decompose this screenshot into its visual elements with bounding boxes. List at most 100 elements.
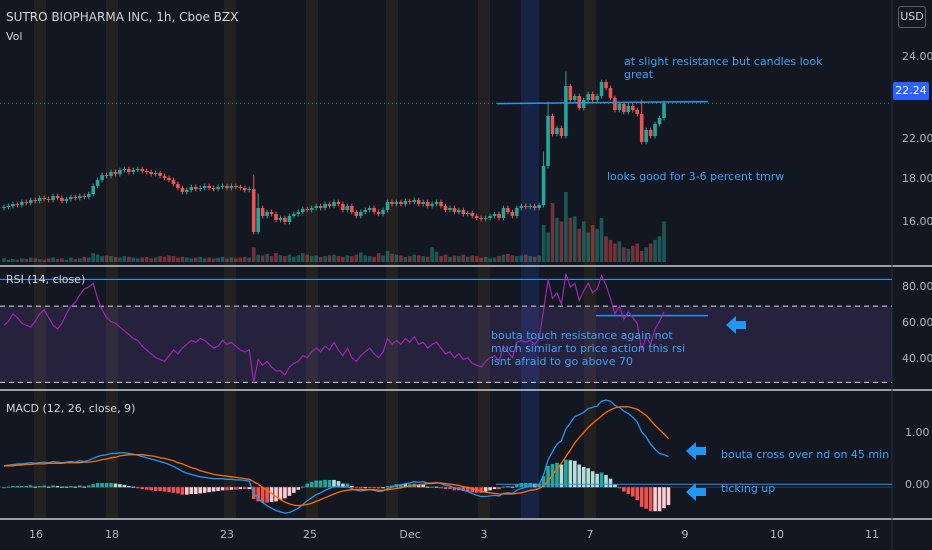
volume-bar <box>269 256 274 262</box>
volume-bar <box>488 258 492 262</box>
candle-body <box>354 212 359 216</box>
volume-bar <box>144 256 149 262</box>
macd-histogram-bar <box>247 487 252 490</box>
volume-bar <box>332 254 336 262</box>
candle-body <box>323 204 327 208</box>
candle-body <box>599 82 604 96</box>
rsi-tick: 40.00 <box>902 352 932 365</box>
session-stripe <box>386 0 398 518</box>
candle-body <box>220 186 225 187</box>
macd-histogram-bar <box>653 487 657 512</box>
macd-histogram-bar <box>20 486 24 488</box>
candle-body <box>193 187 198 189</box>
volume-bar <box>64 259 69 262</box>
macd-histogram-bar <box>662 487 666 509</box>
macd-histogram-bar <box>385 486 390 488</box>
candle-body <box>461 210 466 214</box>
macd-histogram-bar <box>510 486 515 488</box>
macd-histogram-bar <box>358 487 363 489</box>
candle-body <box>60 198 64 201</box>
session-stripe <box>478 0 490 518</box>
volume-bar <box>167 255 171 262</box>
volume-bar <box>626 248 631 262</box>
rsi-label: RSI (14, close) <box>6 273 86 286</box>
volume-bar <box>408 256 412 262</box>
macd-histogram-bar <box>430 486 434 488</box>
volume-bar <box>550 203 555 262</box>
volume-bar <box>425 256 430 262</box>
x-tick: 16 <box>29 528 43 541</box>
candle-body <box>577 96 582 108</box>
volume-bar <box>251 247 256 262</box>
volume-bar <box>622 247 626 262</box>
candle-body <box>318 206 323 208</box>
candle-body <box>358 212 363 216</box>
macd-histogram-bar <box>657 487 662 512</box>
volume-bar <box>265 253 269 262</box>
macd-histogram-bar <box>15 486 20 488</box>
macd-histogram-bar <box>367 487 372 489</box>
macd-histogram-bar <box>604 474 608 488</box>
macd-histogram-bar <box>158 487 162 491</box>
volume-bar <box>581 221 586 262</box>
candle-body <box>149 172 153 174</box>
candle-body <box>11 204 15 206</box>
candle-body <box>523 206 528 207</box>
volume-bar <box>501 254 506 262</box>
volume-bar <box>24 259 29 262</box>
volume-bar <box>100 256 104 262</box>
macd-histogram-bar <box>265 487 269 503</box>
candle-body <box>113 172 118 174</box>
macd-histogram-bar <box>595 473 599 488</box>
macd-histogram-bar <box>448 487 452 490</box>
macd-histogram-bar <box>78 485 82 488</box>
macd-histogram-bar <box>461 487 466 491</box>
candle-body <box>497 214 501 218</box>
macd-histogram-bar <box>127 486 131 488</box>
candle-body <box>550 116 555 134</box>
volume-bar <box>229 257 234 262</box>
candle-body <box>488 216 492 218</box>
last-price-tag: 22.24 <box>893 82 929 100</box>
volume-bar <box>510 255 515 262</box>
annotation-rsi: bouta touch resistance again not much si… <box>491 329 685 368</box>
volume-bar <box>528 256 533 262</box>
macd-histogram-bar <box>350 486 354 488</box>
x-tick: 11 <box>865 528 879 541</box>
volume-bar <box>457 256 461 262</box>
rsi-band <box>0 306 892 383</box>
annotation-text: great <box>624 68 654 81</box>
volume-bar <box>127 256 131 262</box>
volume-bar <box>662 221 666 262</box>
volume-bar <box>532 256 537 262</box>
candle-body <box>474 216 479 218</box>
macd-histogram-bar <box>144 487 149 490</box>
candle-body <box>309 208 314 210</box>
macd-histogram-bar <box>577 464 582 488</box>
volume-bar <box>55 259 60 262</box>
volume-bar <box>180 256 185 262</box>
annotation-resistance: at slight resistance but candles look gr… <box>624 55 823 81</box>
candle-body <box>28 200 33 203</box>
macd-histogram-bar <box>140 487 145 490</box>
macd-histogram-bar <box>523 482 528 488</box>
candle-body <box>305 209 310 210</box>
macd-histogram-bar <box>546 465 550 488</box>
volume-label: Vol <box>6 30 23 43</box>
candle-body <box>381 210 385 214</box>
volume-bar <box>185 257 189 262</box>
candle-body <box>501 208 506 218</box>
annotation-text: bouta touch resistance again not <box>491 329 673 342</box>
volume-bar <box>515 256 519 262</box>
volume-bar <box>648 243 653 262</box>
volume-bar <box>412 254 417 262</box>
currency-button[interactable]: USD <box>898 6 926 28</box>
candle-body <box>416 200 421 204</box>
volume-bar <box>376 253 381 262</box>
macd-histogram-bar <box>470 487 475 493</box>
volume-bar <box>287 254 292 262</box>
macd-histogram-bar <box>581 466 586 488</box>
annotation-text: isnt afraid to go above 70 <box>491 355 633 368</box>
macd-histogram-bar <box>2 487 6 489</box>
